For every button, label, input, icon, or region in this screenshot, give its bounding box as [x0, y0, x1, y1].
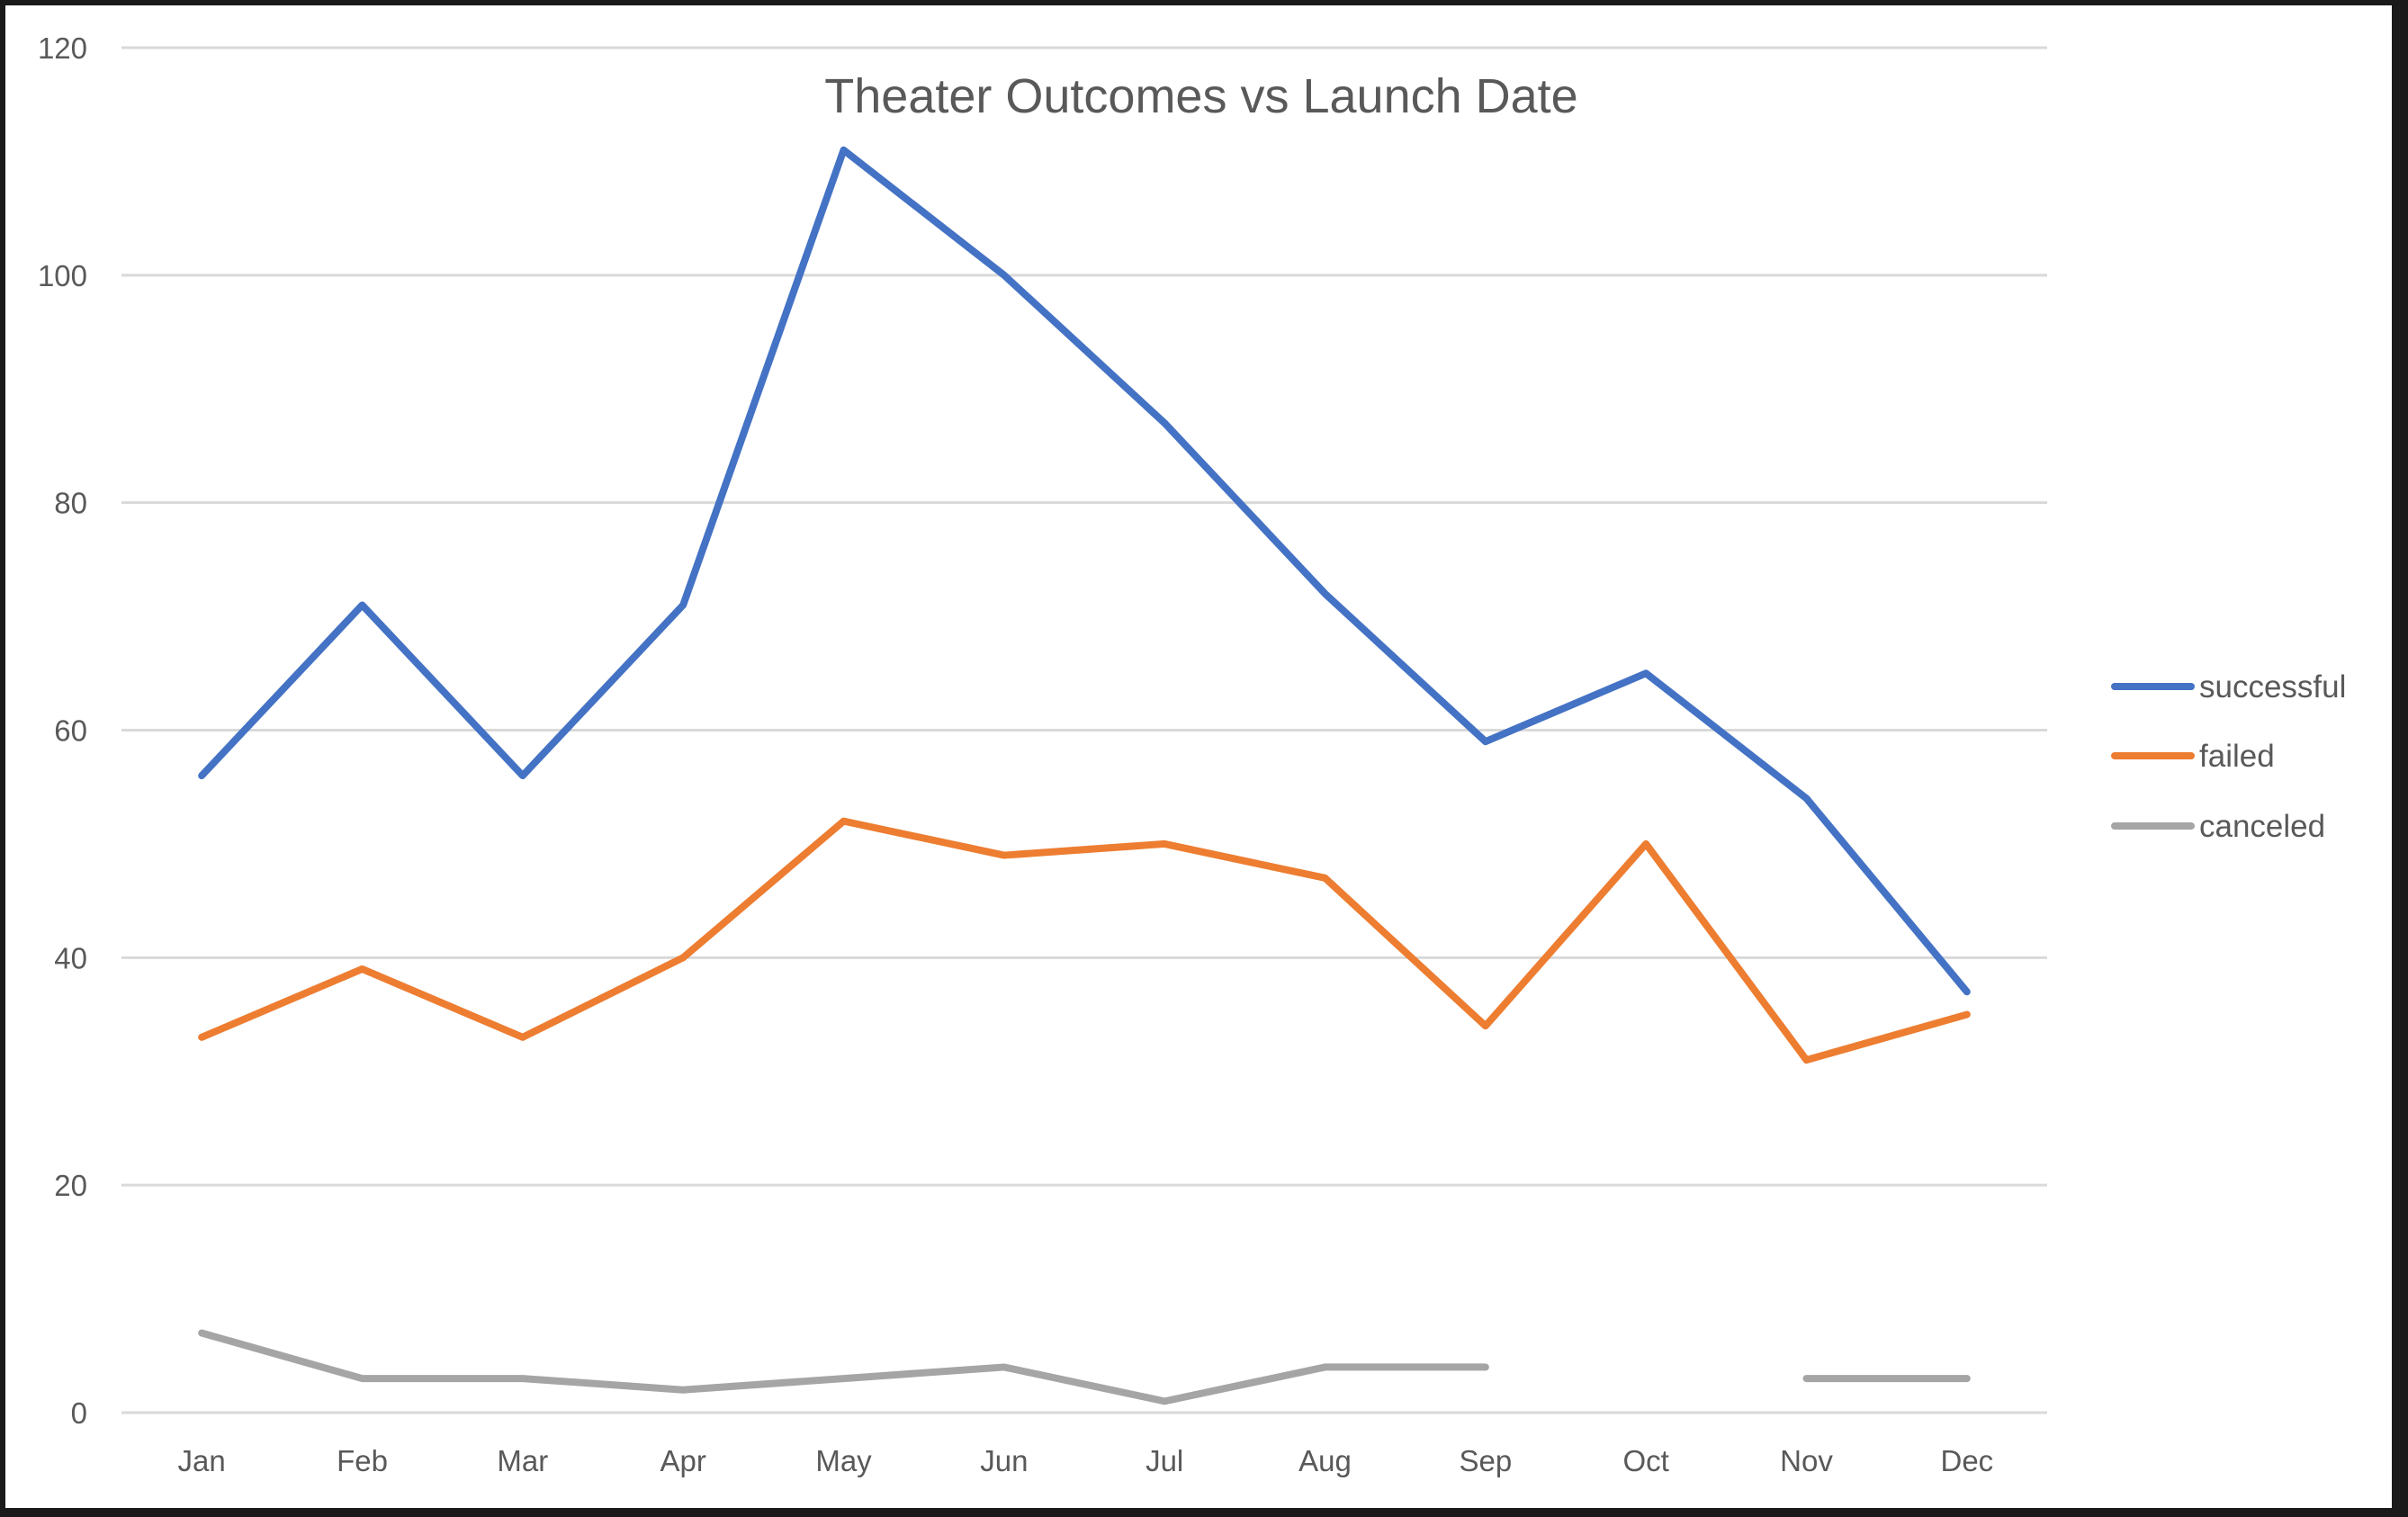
y-tick-label: 80 [54, 487, 87, 520]
series-lines [198, 146, 1971, 1405]
x-tick-label: Sep [1459, 1444, 1512, 1477]
x-tick-label: Feb [337, 1444, 388, 1477]
y-tick-label: 0 [71, 1396, 87, 1430]
x-tick-label: Dec [1940, 1444, 1993, 1477]
series-line-failed [198, 817, 1971, 1064]
legend-item-canceled: canceled [2111, 809, 2325, 844]
y-axis-labels: 0 20 40 60 80 100 120 [38, 31, 87, 1430]
series-line-successful [198, 146, 1971, 996]
legend-item-successful: successful [2111, 669, 2346, 705]
x-axis-labels: Jan Feb Mar Apr May Jun Jul Aug Sep Oct Nov Dec [178, 1444, 1994, 1477]
series-line-canceled [198, 1329, 1489, 1405]
y-tick-label: 120 [38, 31, 87, 65]
x-tick-label: Jan [178, 1444, 226, 1477]
x-tick-label: Mar [497, 1444, 548, 1477]
y-tick-label: 60 [54, 714, 87, 748]
chart-title: Theater Outcomes vs Launch Date [824, 69, 1577, 123]
x-tick-label: Nov [1780, 1444, 1833, 1477]
y-tick-label: 100 [38, 259, 87, 292]
legend-item-failed: failed [2111, 739, 2275, 774]
y-tick-label: 40 [54, 941, 87, 974]
x-tick-label: Aug [1298, 1444, 1352, 1477]
legend-label: failed [2199, 739, 2275, 774]
legend-label: canceled [2199, 809, 2325, 844]
x-tick-label: Apr [660, 1444, 705, 1477]
legend-label: successful [2199, 669, 2346, 705]
legend: successful failed canceled [2111, 669, 2346, 844]
gridlines [121, 46, 2047, 1414]
x-tick-label: Jul [1146, 1444, 1183, 1477]
y-tick-label: 20 [54, 1169, 87, 1202]
x-tick-label: Oct [1622, 1444, 1668, 1477]
x-tick-label: May [815, 1444, 872, 1477]
x-tick-label: Jun [980, 1444, 1028, 1477]
